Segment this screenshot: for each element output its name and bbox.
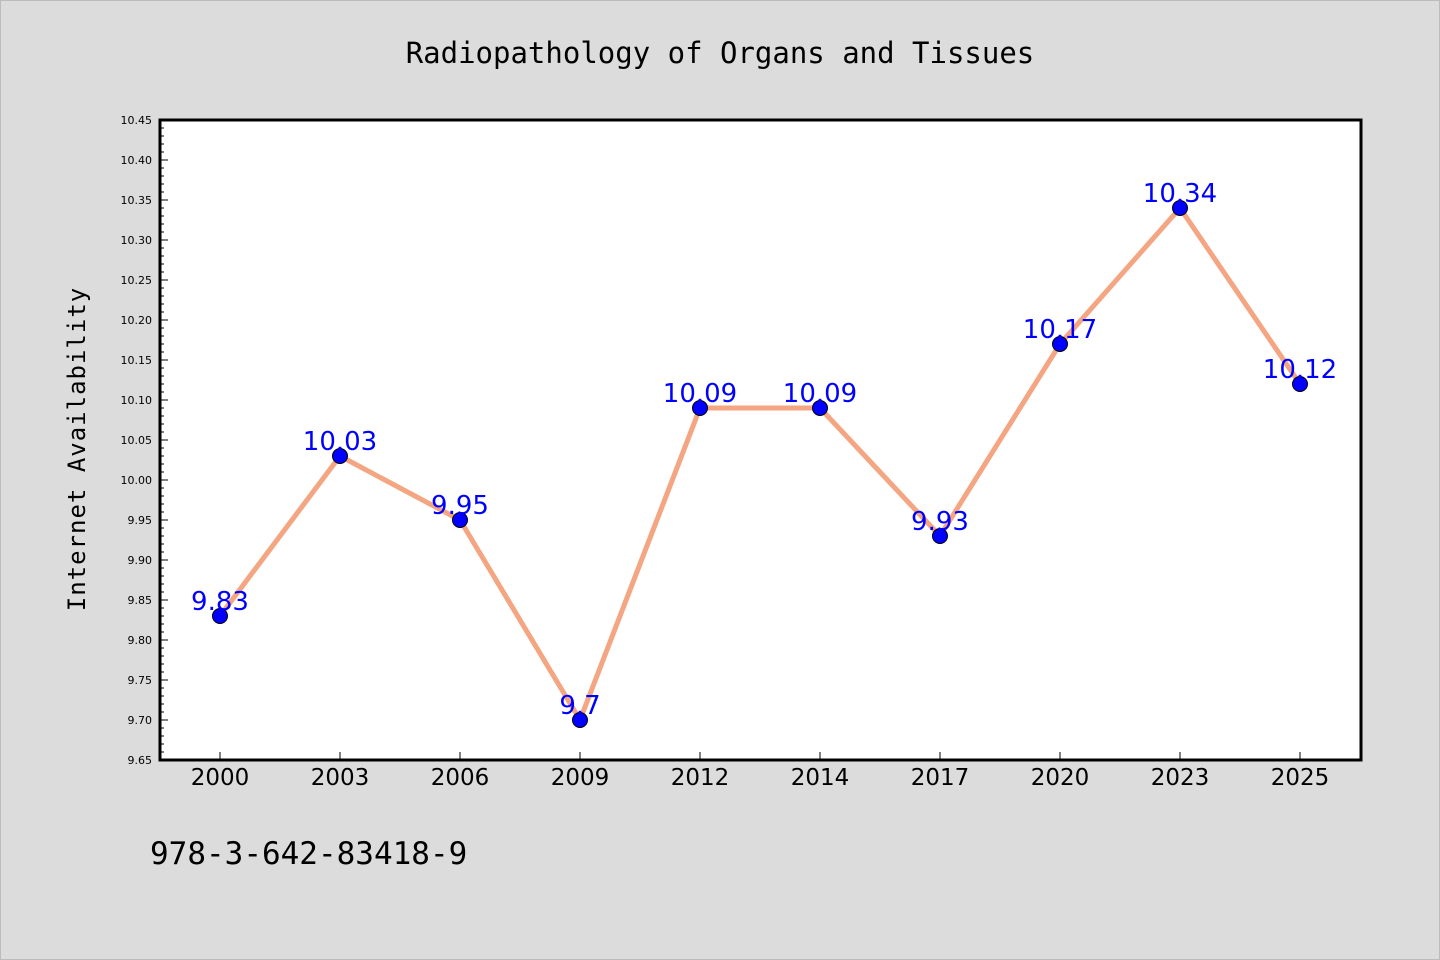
data-label: 10.03 xyxy=(303,427,377,457)
data-labels: 9.83 10.03 9.95 9.7 10.09 10.09 9.93 10.17 10.34… xyxy=(191,179,1337,721)
data-point xyxy=(812,400,828,416)
data-point xyxy=(1292,376,1308,392)
data-markers xyxy=(212,200,1308,728)
y-tick-label: 10.35 xyxy=(121,194,153,207)
y-tick-label: 9.90 xyxy=(128,554,153,567)
y-axis: 9.65 9.70 9.75 9.80 9.85 9.90 9.95 10.00 10.05 10… xyxy=(121,114,168,767)
y-tick-label: 9.70 xyxy=(128,714,153,727)
y-tick-label: 9.95 xyxy=(128,514,153,527)
data-point xyxy=(932,528,948,544)
x-axis: 2000 2003 2006 2009 2012 2014 2017 2020 2023 2025 xyxy=(191,752,1330,791)
x-tick-label: 2003 xyxy=(311,765,370,791)
y-tick-label: 9.65 xyxy=(128,754,153,767)
data-label: 10.12 xyxy=(1263,355,1337,385)
y-tick-label: 10.10 xyxy=(121,394,153,407)
data-point xyxy=(332,448,348,464)
x-tick-label: 2012 xyxy=(671,765,730,791)
data-point xyxy=(452,512,468,528)
x-tick-label: 2000 xyxy=(191,765,250,791)
data-point xyxy=(1052,336,1068,352)
x-tick-label: 2023 xyxy=(1151,765,1210,791)
y-tick-label: 10.40 xyxy=(121,154,153,167)
data-label: 10.17 xyxy=(1023,315,1097,345)
isbn-footnote: 978-3-642-83418-9 xyxy=(150,836,467,872)
y-tick-label: 10.00 xyxy=(121,474,153,487)
x-tick-label: 2020 xyxy=(1031,765,1090,791)
x-tick-label: 2006 xyxy=(431,765,490,791)
data-label: 10.34 xyxy=(1143,179,1217,209)
y-tick-label: 10.20 xyxy=(121,314,153,327)
y-tick-label: 10.45 xyxy=(121,114,153,127)
data-label: 9.7 xyxy=(559,691,600,721)
data-label: 9.95 xyxy=(431,491,489,521)
x-tick-label: 2014 xyxy=(791,765,850,791)
y-axis-label: Internet Availability xyxy=(63,287,91,611)
data-label: 9.93 xyxy=(911,507,969,537)
data-label: 10.09 xyxy=(663,379,737,409)
y-tick-label: 10.30 xyxy=(121,234,153,247)
y-tick-label: 10.25 xyxy=(121,274,153,287)
y-tick-label: 9.80 xyxy=(128,634,153,647)
data-point xyxy=(212,608,228,624)
y-tick-label: 10.05 xyxy=(121,434,153,447)
data-point xyxy=(1172,200,1188,216)
chart-title: Radiopathology of Organs and Tissues xyxy=(406,36,1035,70)
y-tick-label: 9.85 xyxy=(128,594,153,607)
data-label: 10.09 xyxy=(783,379,857,409)
y-tick-label: 9.75 xyxy=(128,674,153,687)
data-point xyxy=(692,400,708,416)
x-tick-label: 2017 xyxy=(911,765,970,791)
data-label: 9.83 xyxy=(191,587,249,617)
x-tick-label: 2025 xyxy=(1271,765,1330,791)
y-tick-label: 10.15 xyxy=(121,354,153,367)
x-tick-label: 2009 xyxy=(551,765,610,791)
series-line xyxy=(218,205,1303,723)
data-point xyxy=(572,712,588,728)
